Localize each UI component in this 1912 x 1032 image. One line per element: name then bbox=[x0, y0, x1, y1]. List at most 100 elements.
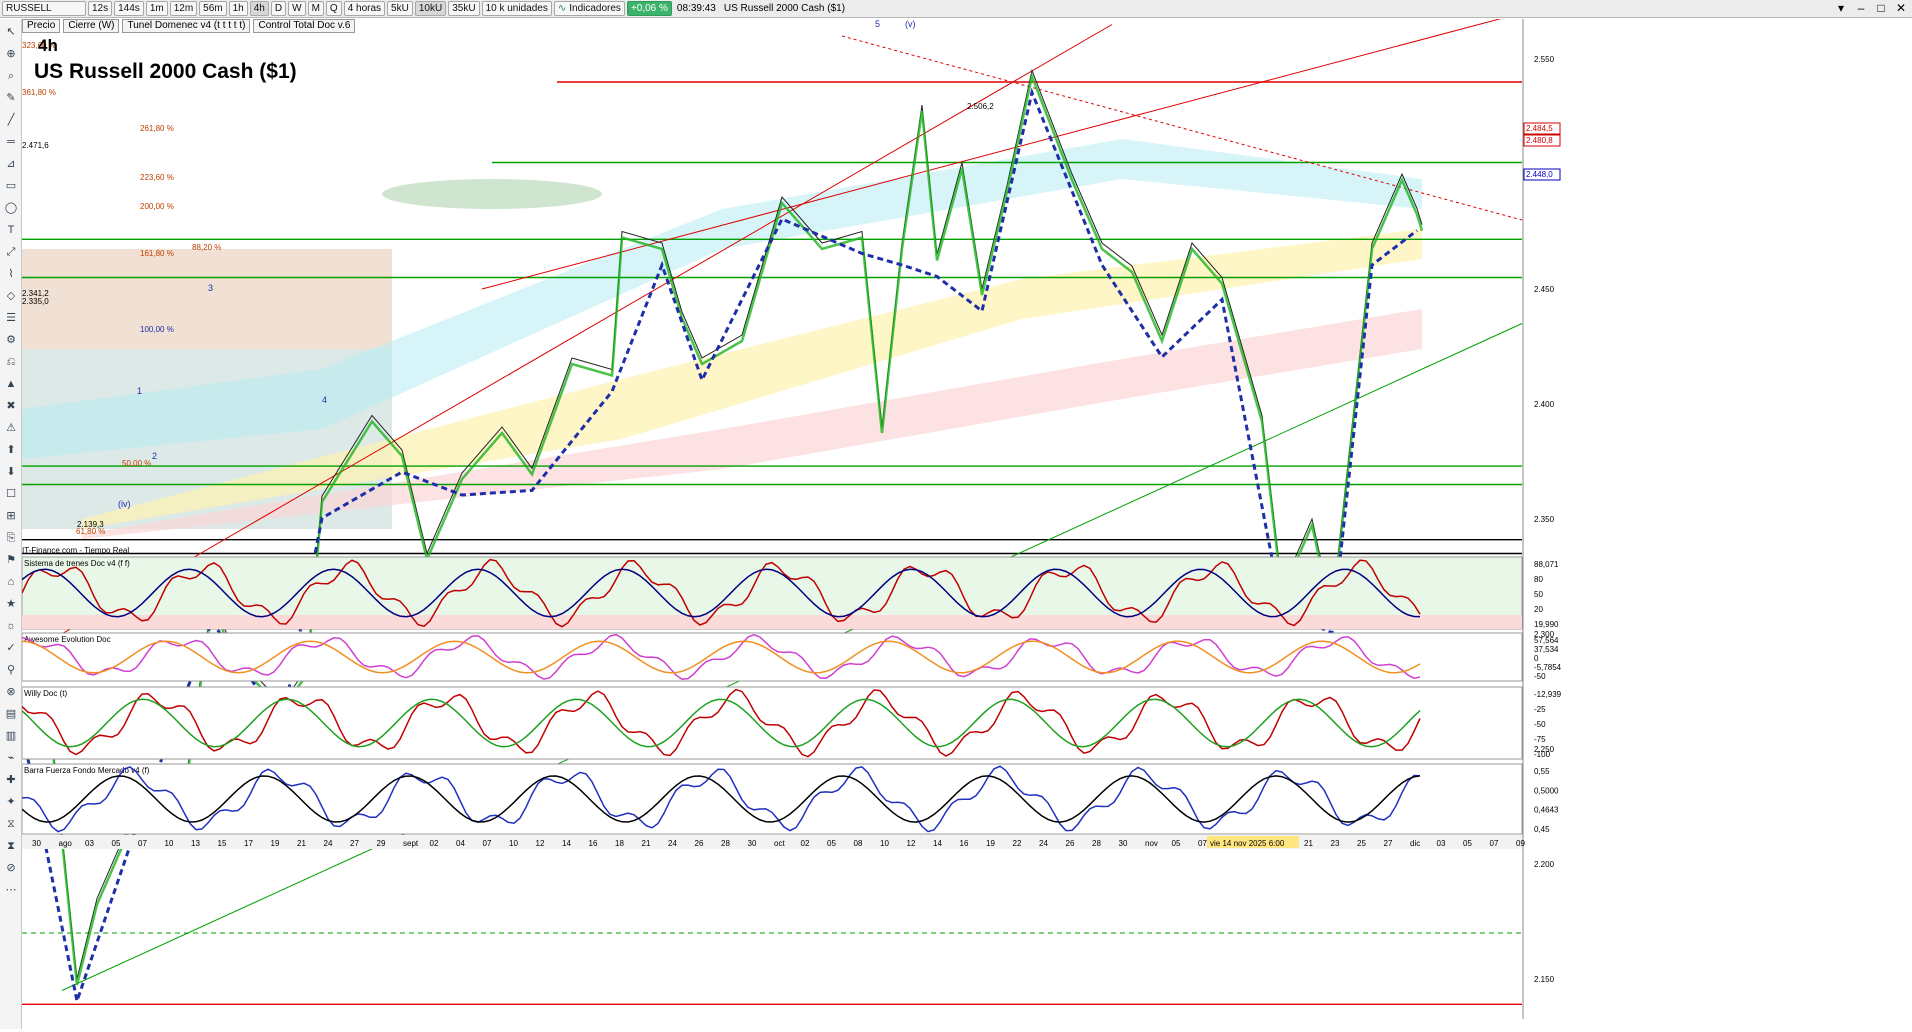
tool-icon-8[interactable]: ◯ bbox=[4, 202, 18, 214]
wave-label-6: (v) bbox=[905, 19, 916, 29]
x-tick-3: 05 bbox=[112, 839, 121, 848]
timeframe-button-6[interactable]: 4h bbox=[249, 1, 269, 16]
tool-icon-10[interactable]: ⤢ bbox=[6, 246, 16, 258]
x-tick-21: 16 bbox=[589, 839, 598, 848]
tool-icon-4[interactable]: ╱ bbox=[7, 114, 15, 126]
panel-wave-3 bbox=[21, 765, 1421, 833]
x-tick-40: 28 bbox=[1092, 839, 1101, 848]
tool-icon-2[interactable]: ⌕ bbox=[7, 70, 15, 82]
tool-icon-16[interactable]: ▲ bbox=[5, 378, 17, 390]
indicators-button[interactable]: ∿ Indicadores bbox=[553, 1, 625, 16]
tool-icon-17[interactable]: ✖ bbox=[6, 400, 16, 412]
menu-icon[interactable]: ▾ bbox=[1837, 1, 1845, 15]
tool-icon-5[interactable]: ═ bbox=[7, 136, 15, 148]
chart-area[interactable]: 1 2 3 4 5 (iv) (v) 323,60 % 361,80 % 261,80 % 223,… bbox=[20, 12, 1912, 1029]
timeframe-button-2[interactable]: 1m bbox=[145, 1, 168, 16]
tool-icon-29[interactable]: ⚲ bbox=[6, 664, 16, 676]
tool-icon-38[interactable]: ⊘ bbox=[6, 862, 16, 874]
cloud-pink bbox=[82, 309, 1422, 539]
tool-icon-7[interactable]: ▭ bbox=[5, 180, 17, 192]
overlay-item-1[interactable]: Cierre (W) bbox=[63, 19, 120, 33]
period-selector[interactable]: 4 horas bbox=[343, 1, 386, 16]
close-icon[interactable]: ✕ bbox=[1895, 1, 1907, 15]
x-tick-20: 14 bbox=[562, 839, 571, 848]
overlay-item-3[interactable]: Control Total Doc v.6 bbox=[253, 19, 356, 33]
tool-icon-9[interactable]: T bbox=[7, 224, 15, 236]
panel-wave2-1 bbox=[21, 640, 1421, 674]
tool-icon-28[interactable]: ✓ bbox=[6, 642, 16, 654]
timeframe-button-10[interactable]: Q bbox=[325, 1, 342, 16]
timeframe-button-0[interactable]: 12s bbox=[88, 1, 113, 16]
x-tick-6: 13 bbox=[191, 839, 200, 848]
tool-icon-20[interactable]: ⬇ bbox=[6, 466, 16, 478]
timeframe-button-8[interactable]: W bbox=[288, 1, 306, 16]
fib-label-3: 223,60 % bbox=[140, 173, 174, 182]
volume-button-2[interactable]: 35kU bbox=[448, 1, 480, 16]
symbol-selector[interactable]: RUSSELL bbox=[2, 1, 86, 16]
tool-icon-1[interactable]: ⊕ bbox=[6, 48, 16, 60]
units-selector[interactable]: 10 k unidades bbox=[481, 1, 552, 16]
overlay-item-0[interactable]: Precio bbox=[22, 19, 61, 33]
x-tick-39: 26 bbox=[1066, 839, 1075, 848]
minimize-icon[interactable]: – bbox=[1857, 1, 1865, 15]
panel-2-value-1: -25 bbox=[1534, 705, 1546, 714]
x-tick-31: 08 bbox=[854, 839, 863, 848]
tool-icon-39[interactable]: ⋯ bbox=[5, 884, 17, 896]
tool-icon-36[interactable]: ⧖ bbox=[7, 818, 15, 830]
tool-icon-32[interactable]: ▥ bbox=[5, 730, 17, 742]
tool-icon-26[interactable]: ★ bbox=[6, 598, 16, 610]
panel-wave2-2 bbox=[21, 698, 1421, 748]
tool-icon-13[interactable]: ☰ bbox=[6, 312, 16, 324]
tool-icon-0[interactable]: ↖ bbox=[6, 26, 16, 38]
tool-icon-25[interactable]: ⌂ bbox=[7, 576, 15, 588]
timeframe-button-5[interactable]: 1h bbox=[228, 1, 248, 16]
tool-icon-37[interactable]: ⧗ bbox=[7, 840, 15, 852]
tool-icon-27[interactable]: ☼ bbox=[5, 620, 17, 632]
volume-button-1[interactable]: 10kU bbox=[414, 1, 447, 16]
timeframe-button-3[interactable]: 12m bbox=[169, 1, 198, 16]
tool-icon-3[interactable]: ✎ bbox=[6, 92, 16, 104]
tool-icon-22[interactable]: ⊞ bbox=[6, 510, 16, 522]
tool-icon-12[interactable]: ◇ bbox=[6, 290, 16, 302]
x-tick-13: 29 bbox=[377, 839, 386, 848]
x-tick-4: 07 bbox=[138, 839, 147, 848]
x-tick-41: 30 bbox=[1119, 839, 1128, 848]
fib-label-0: 323,60 % bbox=[22, 41, 56, 50]
panel-low-band bbox=[22, 615, 1522, 629]
timeframe-button-4[interactable]: 56m bbox=[199, 1, 227, 16]
panel-3-value-2: 0,4643 bbox=[1534, 806, 1559, 815]
tool-icon-14[interactable]: ⚙ bbox=[6, 334, 16, 346]
tool-icon-24[interactable]: ⚑ bbox=[6, 554, 16, 566]
level-label-2: 2.335,0 bbox=[22, 297, 49, 306]
tool-icon-18[interactable]: ⚠ bbox=[6, 422, 16, 434]
tool-icon-21[interactable]: ☐ bbox=[6, 488, 16, 500]
tool-icon-19[interactable]: ⬆ bbox=[6, 444, 16, 456]
maximize-icon[interactable]: □ bbox=[1877, 1, 1885, 15]
x-highlight-bg bbox=[1207, 836, 1299, 848]
timeframe-button-1[interactable]: 144s bbox=[114, 1, 144, 16]
tool-icon-34[interactable]: ✚ bbox=[6, 774, 16, 786]
tool-icon-30[interactable]: ⊗ bbox=[6, 686, 16, 698]
panel-3-value-3: 0,45 bbox=[1534, 825, 1550, 834]
x-tick-55: 07 bbox=[1490, 839, 1499, 848]
tool-icon-35[interactable]: ✦ bbox=[6, 796, 16, 808]
panel-1-value-0: 57,564 bbox=[1534, 636, 1559, 645]
volume-button-0[interactable]: 5kU bbox=[387, 1, 413, 16]
overlay-item-2[interactable]: Tunel Domenec v4 (t t t t t) bbox=[122, 19, 251, 33]
panel-wave-2 bbox=[21, 688, 1421, 758]
x-tick-11: 24 bbox=[324, 839, 333, 848]
x-tick-29: 02 bbox=[801, 839, 810, 848]
source-label: IT-Finance.com - Tiempo Real bbox=[22, 546, 129, 555]
timeframe-button-9[interactable]: M bbox=[307, 1, 324, 16]
tool-icon-6[interactable]: ⊿ bbox=[6, 158, 16, 170]
tool-icon-23[interactable]: ⎘ bbox=[6, 532, 16, 544]
tool-icon-33[interactable]: ⌁ bbox=[7, 752, 15, 764]
tool-icon-11[interactable]: ⌇ bbox=[8, 268, 14, 280]
x-tick-51: 27 bbox=[1384, 839, 1393, 848]
panel-title-3: Barra Fuerza Fondo Mercado v4 (f) bbox=[24, 766, 150, 775]
tool-icon-15[interactable]: ⎌ bbox=[6, 356, 16, 368]
tool-icon-31[interactable]: ▤ bbox=[5, 708, 17, 720]
x-tick-36: 19 bbox=[986, 839, 995, 848]
timeframe-button-7[interactable]: D bbox=[270, 1, 287, 16]
